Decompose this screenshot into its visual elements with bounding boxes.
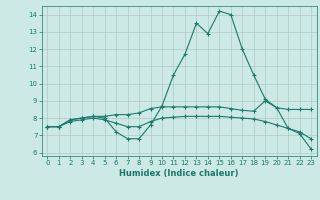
X-axis label: Humidex (Indice chaleur): Humidex (Indice chaleur) <box>119 169 239 178</box>
